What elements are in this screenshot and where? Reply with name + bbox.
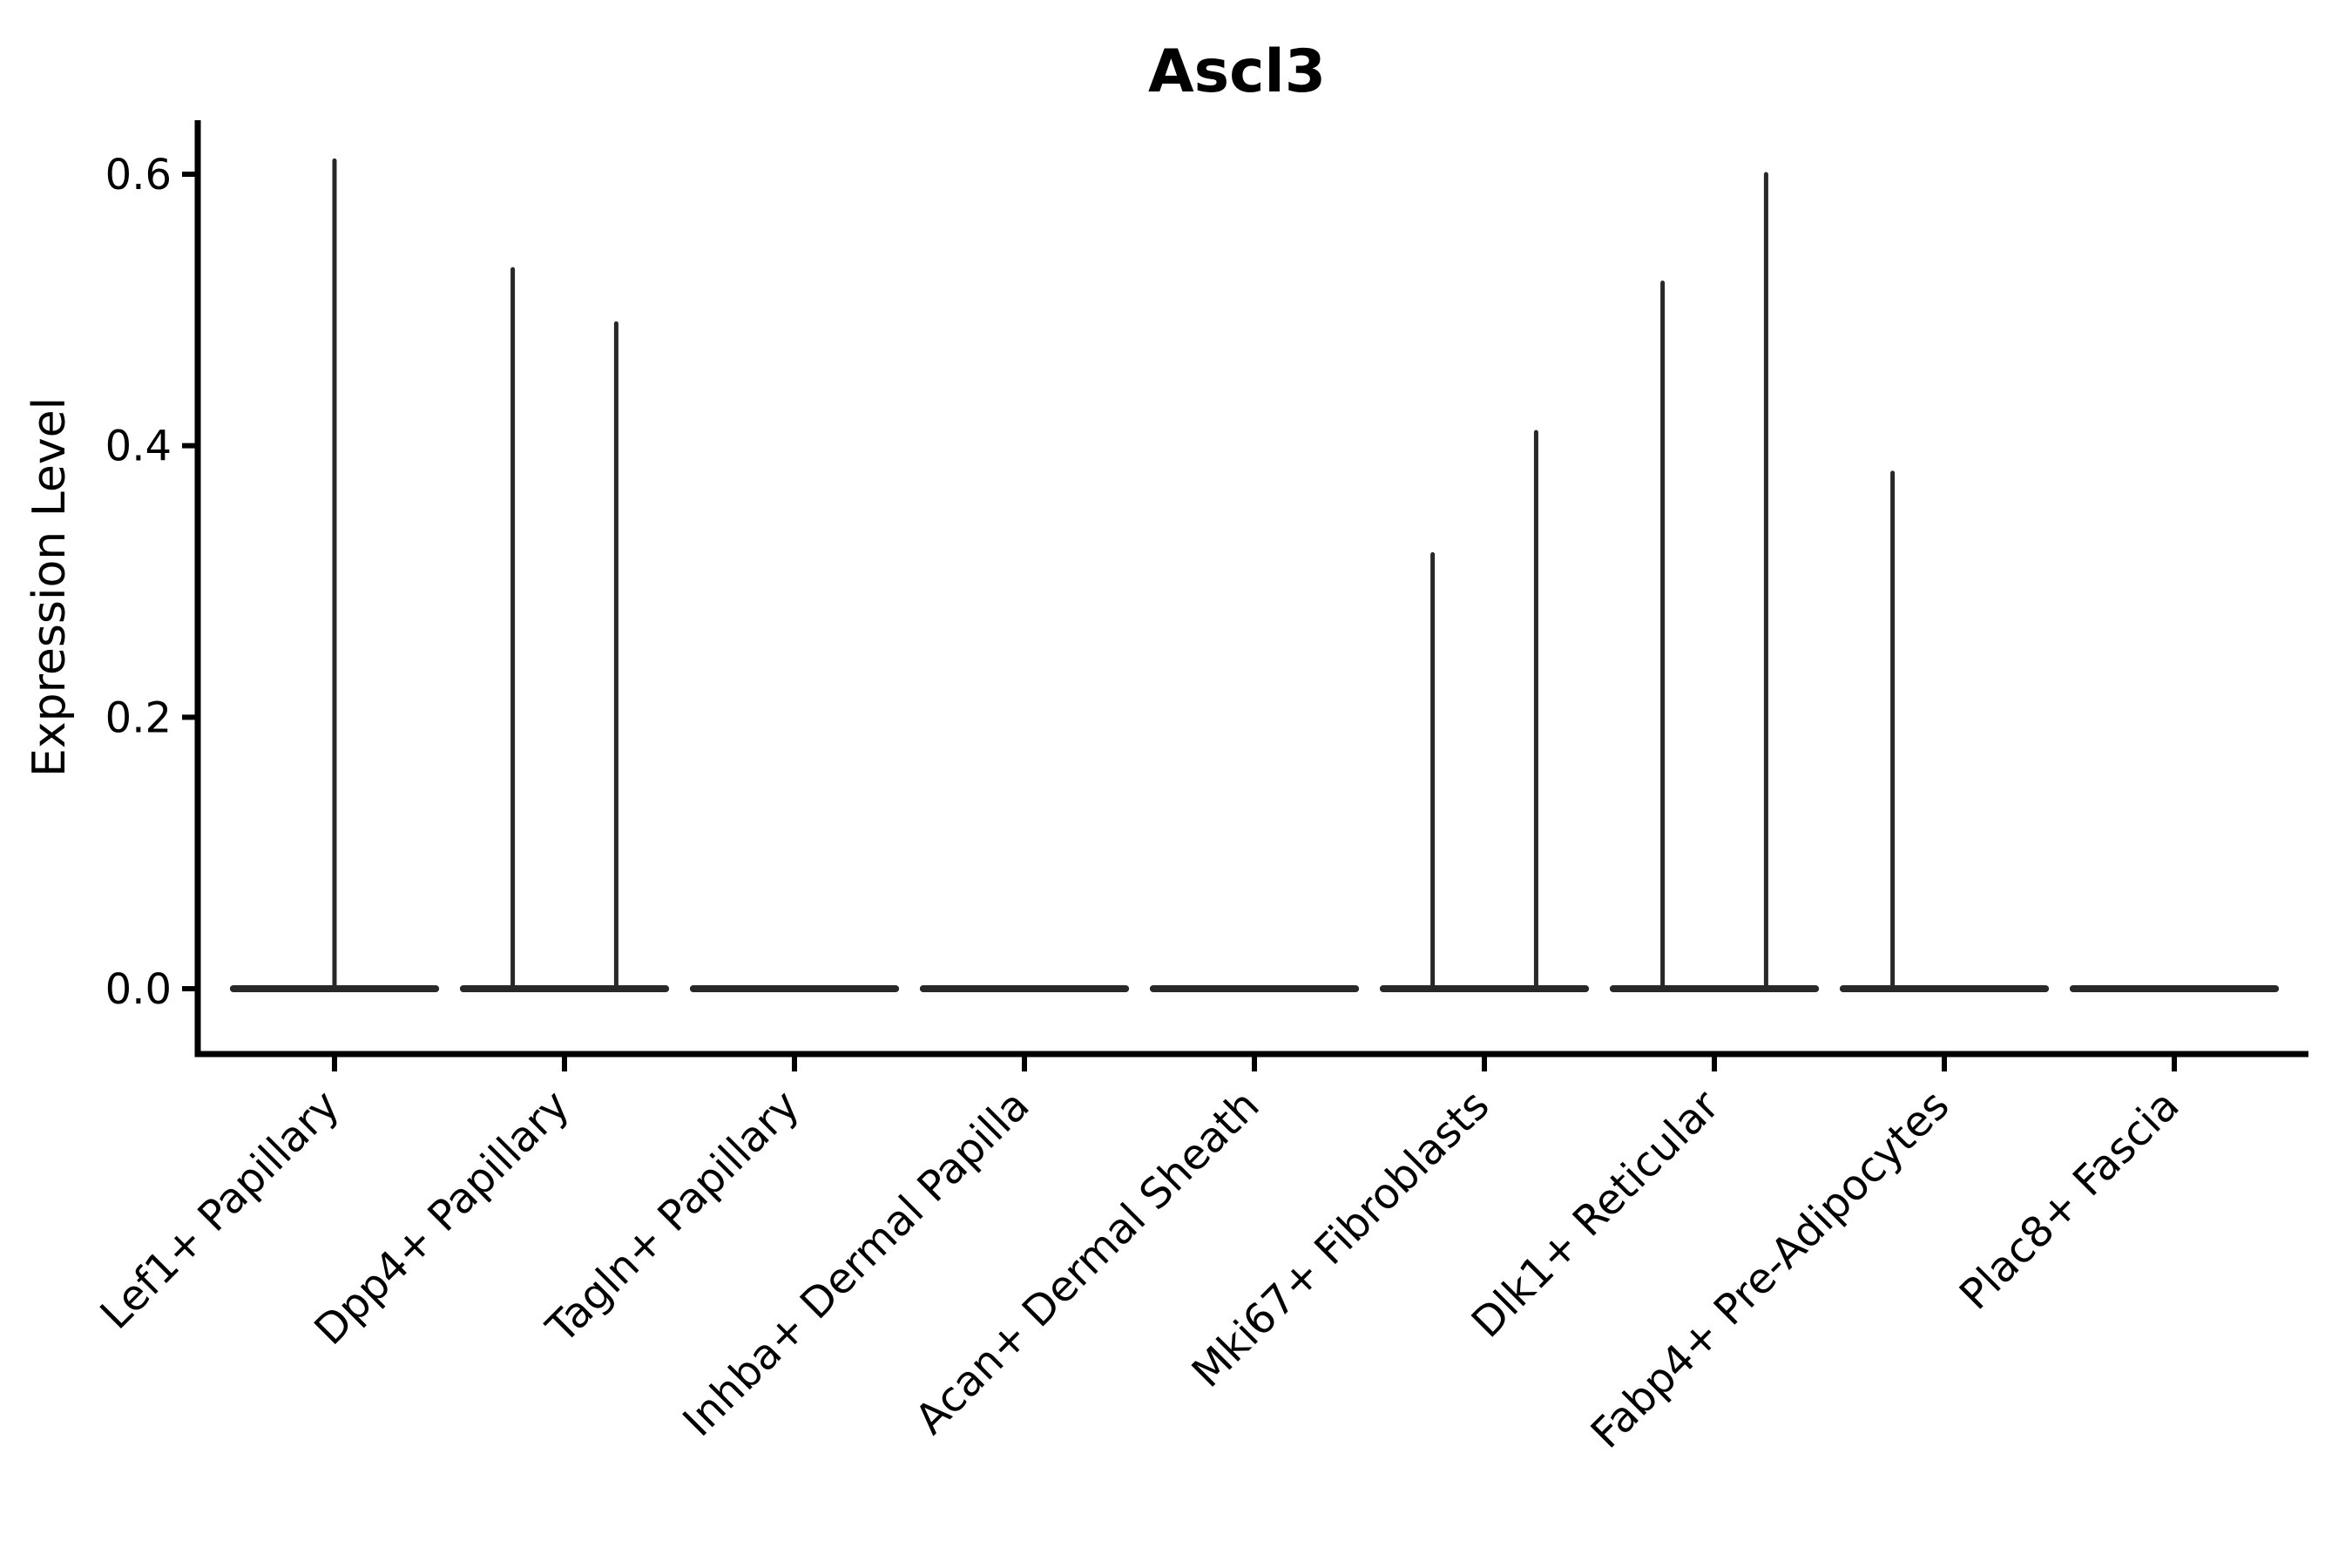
violin-baseline — [229, 985, 440, 992]
violin-baseline — [459, 985, 670, 992]
violin-baseline — [1149, 985, 1360, 992]
x-tick-label: Dpp4+ Papillary — [305, 1081, 578, 1355]
x-tick-label: Plac8+ Fascia — [1950, 1081, 2189, 1320]
violin — [1839, 470, 2050, 992]
x-tick-label: Dlk1+ Reticular — [1463, 1081, 1729, 1348]
violin — [459, 267, 670, 992]
chart-title: Ascl3 — [1148, 37, 1326, 106]
y-tick-label: 0.0 — [105, 965, 172, 1014]
violin — [1609, 172, 1820, 992]
violin-baseline — [919, 985, 1130, 992]
axes-spines — [194, 120, 2308, 1058]
violin — [919, 985, 1130, 992]
violin — [1379, 429, 1590, 992]
y-tick-label: 0.6 — [105, 151, 172, 199]
y-axis-label: Expression Level — [24, 397, 76, 777]
violin-baseline — [1839, 985, 2050, 992]
violin-baseline — [689, 985, 900, 992]
y-axis-ticks: 0.0 0.2 0.4 0.6 — [105, 151, 198, 1014]
violins — [229, 158, 2280, 992]
x-tick-label: Lef1+ Papillary — [91, 1081, 349, 1339]
violin-baseline — [2069, 985, 2280, 992]
violin-baseline — [1379, 985, 1590, 992]
violin — [229, 158, 440, 992]
violin — [689, 985, 900, 992]
x-tick-label: Tagln+ Papillary — [537, 1081, 808, 1353]
violin — [2069, 985, 2280, 992]
violin — [1149, 985, 1360, 992]
y-tick-label: 0.4 — [105, 422, 172, 471]
violin-baseline — [1609, 985, 1820, 992]
y-tick-label: 0.2 — [105, 693, 172, 742]
